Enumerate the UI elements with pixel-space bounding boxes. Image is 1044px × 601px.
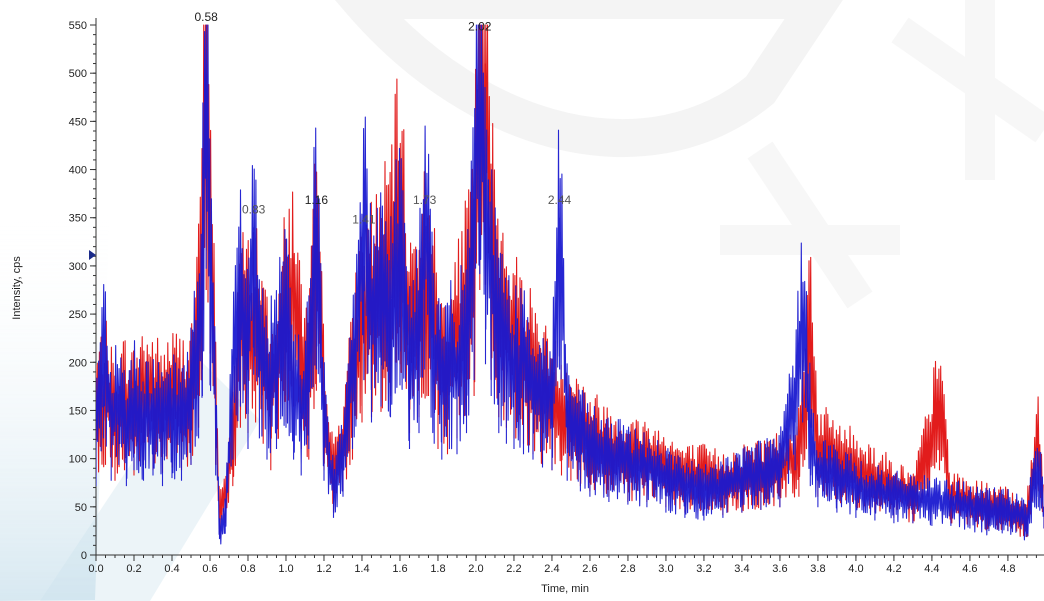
x-tick-label: 1.6 [392,563,407,575]
y-tick-label: 200 [69,357,87,369]
x-tick-label: 2.0 [468,563,483,575]
x-tick-label: 4.2 [886,563,901,575]
y-tick-label: 350 [69,213,87,225]
y-tick-label: 150 [69,405,87,417]
x-tick-label: 2.8 [620,563,635,575]
x-tick-label: 3.6 [772,563,787,575]
x-tick-label: 4.8 [1000,563,1015,575]
x-axis-title: Time, min [541,583,589,595]
y-tick-label: 500 [69,68,87,80]
x-tick-label: 0.0 [88,563,103,575]
y-axis-cursor-marker[interactable] [89,250,96,260]
peak-label: 0.83 [242,203,266,217]
peak-label: 2.44 [548,193,572,207]
x-tick-label: 2.2 [506,563,521,575]
peak-label: 2.02 [468,20,492,34]
x-tick-label: 4.6 [962,563,977,575]
x-tick-label: 4.4 [924,563,939,575]
x-tick-label: 3.2 [696,563,711,575]
y-tick-label: 100 [69,454,87,466]
peak-label: 1.16 [305,193,329,207]
y-tick-label: 450 [69,116,87,128]
axes: 0 50 100 150 200 250 300 350 400 450 500 550 0.0 0.2 0… [69,18,1044,575]
y-axis-title: Intensity, cps [11,256,23,320]
peak-label: 1.41 [352,212,376,226]
peak-label: 1.73 [413,193,437,207]
peak-labels: 0.58 0.83 1.16 1.41 1.73 2.02 2.44 [195,10,572,226]
x-tick-label: 3.0 [658,563,673,575]
series-group [96,24,1044,545]
y-tick-label: 300 [69,261,87,273]
x-tick-label: 0.4 [164,563,179,575]
peak-label: 0.58 [195,10,219,24]
x-tick-label: 1.2 [316,563,331,575]
x-tick-label: 1.0 [278,563,293,575]
y-tick-label: 550 [69,20,87,32]
series-trace-blue [96,24,1044,545]
y-tick-label: 50 [75,502,87,514]
x-tick-label: 2.4 [544,563,559,575]
x-tick-label: 0.6 [202,563,217,575]
x-tick-label: 3.4 [734,563,749,575]
x-tick-label: 0.2 [126,563,141,575]
y-tick-label: 0 [81,550,87,562]
x-tick-label: 2.6 [582,563,597,575]
x-tick-label: 1.4 [354,563,369,575]
x-tick-label: 0.8 [240,563,255,575]
y-tick-label: 250 [69,309,87,321]
x-tick-label: 3.8 [810,563,825,575]
x-tick-label: 4.0 [848,563,863,575]
x-tick-label: 1.8 [430,563,445,575]
y-tick-label: 400 [69,165,87,177]
